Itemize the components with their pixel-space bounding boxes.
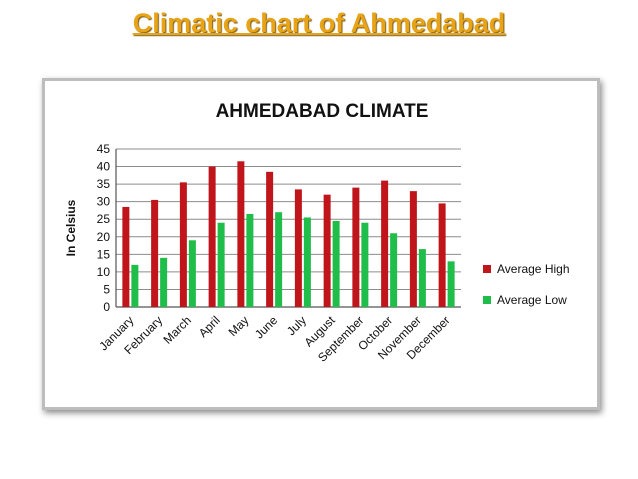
bar-high-april xyxy=(208,166,216,307)
bar-high-march xyxy=(179,182,187,307)
chart-title: AHMEDABAD CLIMATE xyxy=(216,101,429,122)
bar-high-october xyxy=(381,180,389,307)
bar-low-february xyxy=(160,257,168,307)
bar-low-december xyxy=(447,261,455,307)
gridlines xyxy=(115,148,461,308)
y-tick-label: 25 xyxy=(97,212,111,226)
bar-high-june xyxy=(266,171,274,307)
bar-low-september xyxy=(361,222,369,307)
bar-high-february xyxy=(151,199,159,307)
y-tick-label: 15 xyxy=(97,247,111,261)
y-tick-label: 0 xyxy=(103,300,110,314)
legend-label: Average High xyxy=(497,262,570,276)
y-tick-label: 20 xyxy=(97,230,111,244)
bar-high-august xyxy=(323,194,331,307)
bar-low-november xyxy=(418,249,426,307)
y-tick-label: 35 xyxy=(97,177,111,191)
y-axis-label: In Celsius xyxy=(64,199,78,256)
bar-low-june xyxy=(275,212,283,307)
bar-high-january xyxy=(122,206,130,307)
bar-high-september xyxy=(352,187,360,307)
legend-label: Average Low xyxy=(497,293,567,307)
bar-high-july xyxy=(294,189,302,307)
bar-low-march xyxy=(188,240,196,307)
legend-swatch xyxy=(483,296,491,304)
x-tick-label: April xyxy=(196,313,223,340)
y-tick-label: 5 xyxy=(103,282,110,296)
bars xyxy=(122,161,455,307)
bar-low-april xyxy=(217,222,225,307)
x-tick-label: May xyxy=(226,313,252,339)
bar-low-may xyxy=(246,213,254,307)
bar-high-december xyxy=(438,203,446,307)
chart-frame xyxy=(42,78,600,410)
y-tick-label: 30 xyxy=(97,195,111,209)
slide-title: Climatic chart of Ahmedabad xyxy=(132,8,506,38)
legend-swatch xyxy=(483,265,491,273)
bar-high-may xyxy=(237,161,245,307)
x-tick-label: June xyxy=(252,313,281,342)
bar-low-july xyxy=(303,217,311,307)
bar-high-november xyxy=(409,191,417,307)
y-tick-label: 45 xyxy=(97,142,111,156)
bar-low-august xyxy=(332,220,340,307)
bar-low-january xyxy=(131,264,139,307)
y-tick-labels: 0 5 10 15 20 25 30 35 40 45 xyxy=(97,142,111,314)
y-tick-label: 40 xyxy=(97,160,111,174)
legend: Average High Average Low xyxy=(483,262,570,307)
bar-low-october xyxy=(390,233,398,307)
y-tick-label: 10 xyxy=(97,265,111,279)
x-tick-label: March xyxy=(161,313,194,346)
